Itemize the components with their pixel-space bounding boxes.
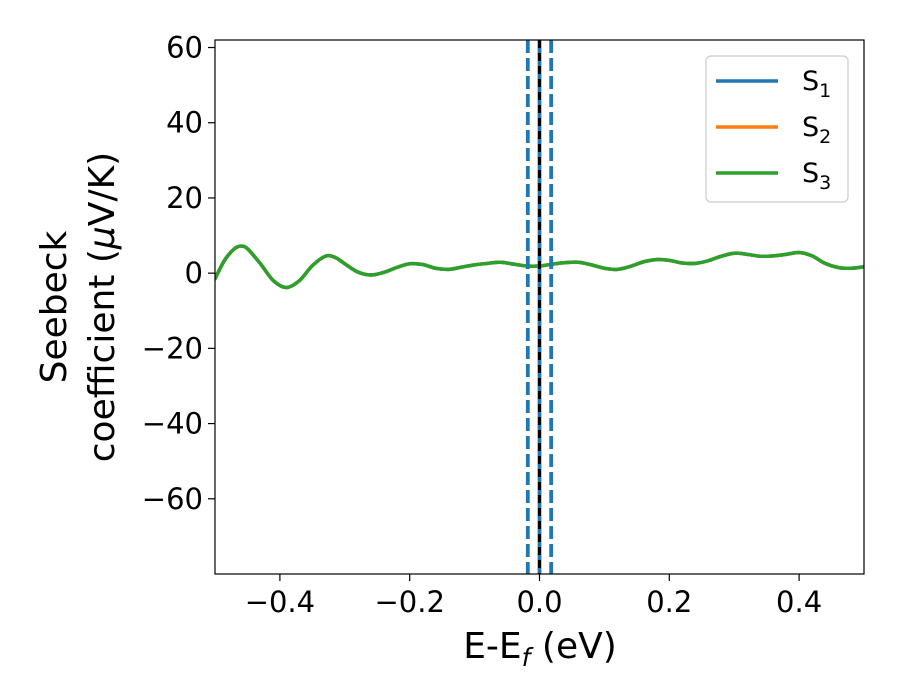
legend-label-s2: S2 bbox=[802, 112, 831, 148]
legend: S1 S2 S3 bbox=[705, 55, 849, 203]
y-axis-label-line2: coefficient (μV/K) bbox=[82, 152, 123, 462]
x-tick-label: −0.4 bbox=[245, 585, 315, 619]
legend-label-s1: S1 bbox=[802, 66, 831, 102]
y-axis-ticks: 60 40 20 0 −20 −40 −60 bbox=[142, 31, 215, 516]
x-tick-label: −0.2 bbox=[374, 585, 444, 619]
x-tick-label: 0.0 bbox=[516, 585, 562, 619]
x-tick-label: 0.2 bbox=[646, 585, 692, 619]
legend-items: S1 S2 S3 bbox=[716, 66, 831, 194]
y-tick-label: 60 bbox=[166, 31, 203, 65]
x-axis-ticks: −0.4 −0.2 0.0 0.2 0.4 bbox=[245, 574, 822, 619]
y-tick-label: 40 bbox=[166, 106, 203, 140]
x-axis-label: E-Ef (eV) bbox=[463, 626, 617, 672]
legend-label-s3: S3 bbox=[802, 158, 831, 194]
y-tick-label: −60 bbox=[142, 482, 203, 516]
y-tick-label: −40 bbox=[142, 407, 203, 441]
legend-frame bbox=[705, 55, 849, 203]
y-tick-label: 0 bbox=[185, 256, 203, 290]
y-axis-label-line1: Seebeck bbox=[34, 230, 75, 383]
y-tick-label: 20 bbox=[166, 181, 203, 215]
x-tick-label: 0.4 bbox=[776, 585, 822, 619]
vline-layer bbox=[525, 40, 554, 574]
y-axis-label: Seebeck coefficient (μV/K) bbox=[34, 152, 123, 462]
y-tick-label: −20 bbox=[142, 331, 203, 365]
